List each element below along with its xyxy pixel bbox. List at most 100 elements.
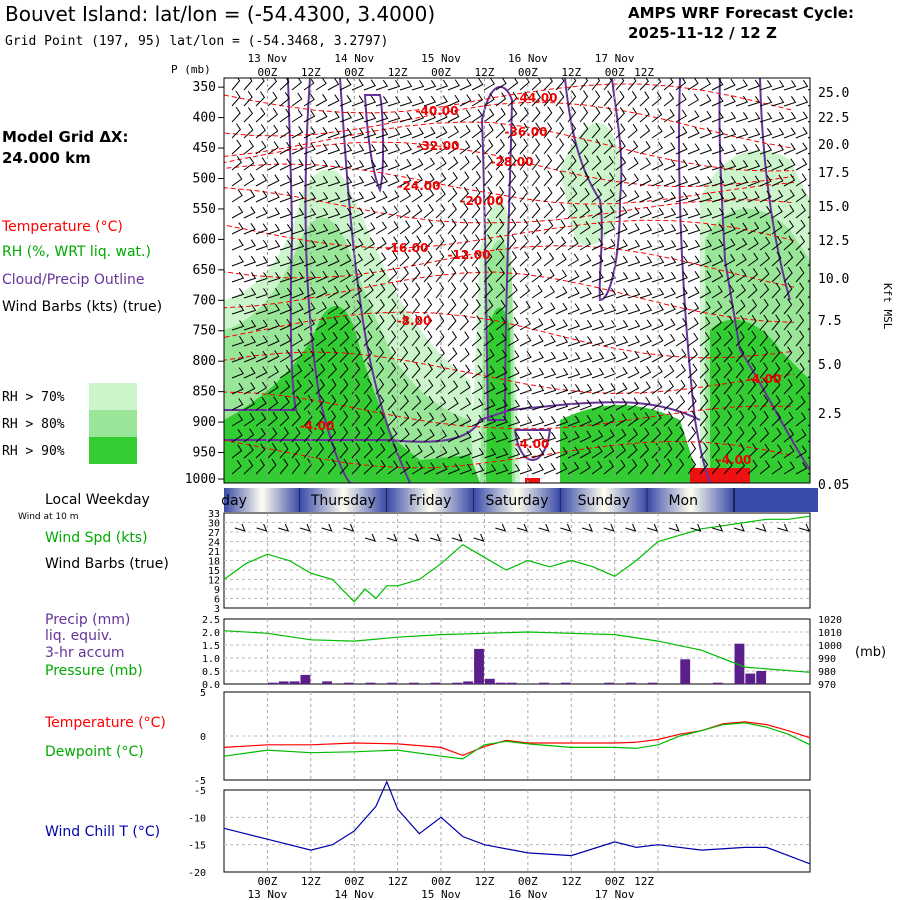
wind-barb [759, 410, 769, 427]
wind-chill-line [223, 780, 811, 865]
wind-barb [699, 458, 709, 475]
wind-barb [711, 160, 725, 171]
wind-barb [579, 415, 592, 427]
wind-barb [675, 78, 687, 91]
precip-bar [430, 682, 441, 684]
wind-speed-tick: 33 [208, 509, 220, 520]
wind-barb [531, 235, 542, 251]
wind-barb [699, 239, 712, 251]
wind-barb [291, 458, 301, 475]
wind-barb [651, 411, 662, 427]
wind-barb [795, 95, 809, 107]
wind-barb [255, 459, 265, 475]
surface-wind-barb [473, 533, 485, 542]
wind-barb [387, 174, 400, 187]
wind-barb [519, 416, 533, 427]
wind-barb [411, 362, 421, 379]
wind-barb [375, 410, 385, 427]
wind-barb [771, 298, 781, 315]
wind-barb [375, 159, 389, 171]
wind-barb [783, 127, 796, 139]
date-label: 15 Nov [421, 52, 461, 65]
wind-barb [531, 106, 541, 123]
wind-barb [795, 412, 807, 427]
wind-barb [555, 154, 565, 171]
precip-tick: 0.0 [202, 680, 220, 691]
precip-panel-frame [223, 618, 811, 685]
wind-barb [435, 379, 446, 395]
height-tick-label: 20.0 [818, 138, 849, 153]
wind-barb [795, 379, 806, 395]
wind-barb [339, 223, 352, 235]
surface-wind-barb [625, 523, 637, 532]
wind-barb [339, 300, 351, 315]
wind-barb [615, 139, 626, 155]
wind-barb [567, 78, 577, 91]
wind-barb [567, 384, 581, 395]
wind-barb [663, 442, 673, 459]
wind-barb [771, 394, 781, 411]
wind-barb [639, 256, 653, 267]
wind-barb [351, 331, 361, 347]
wind-barb [303, 426, 313, 443]
wind-barb [543, 463, 556, 475]
surface-wind-barb [777, 523, 789, 532]
wind-barb [687, 224, 701, 235]
wind-barb [339, 160, 353, 171]
wind-barb [531, 432, 545, 443]
wind-barb [291, 411, 301, 427]
wind-barb [243, 288, 257, 299]
wind-barb [435, 172, 447, 187]
wind-barb [315, 394, 325, 411]
wind-barb [315, 363, 326, 379]
wind-barb [579, 287, 592, 299]
wind-barb [351, 111, 365, 123]
precip-bar [484, 678, 495, 684]
wind-barb [231, 156, 242, 171]
wind-barb [687, 286, 700, 299]
wind-barb [315, 143, 328, 155]
wind-barb [399, 127, 413, 139]
temperature-contour-label: -28.00 [491, 155, 534, 169]
wind-barb [771, 143, 784, 155]
temperature-contour-label: -8.00 [397, 314, 432, 328]
wind-barb [591, 155, 602, 171]
wind-barb [747, 378, 757, 395]
wind-barb [603, 460, 614, 475]
wind-barb [687, 93, 700, 107]
wind-barb [267, 78, 278, 91]
wind-barb [555, 170, 565, 187]
wind-barb [543, 416, 557, 427]
wind-barb [759, 175, 772, 187]
wind-barb [327, 378, 337, 395]
wind-barb [699, 208, 713, 219]
wind-barb [771, 251, 782, 267]
wind-barb [723, 128, 737, 139]
weekday-label: Mon [668, 493, 698, 509]
surface-wind-barb [690, 523, 702, 532]
wind-barb [507, 251, 517, 267]
wind-barb [603, 383, 616, 395]
wind-barb [723, 378, 733, 395]
wind-barb [279, 287, 293, 299]
wind-barb [279, 141, 292, 155]
wind-barb [711, 176, 725, 187]
wind-barb [411, 96, 425, 107]
wind-barb [447, 397, 459, 411]
wind-barb [483, 431, 497, 443]
rh90-region [224, 306, 810, 483]
pressure-label: Pressure (mb) [45, 663, 143, 679]
wind-barb [603, 139, 614, 155]
wind-barb [303, 379, 314, 395]
wind-barb [651, 224, 665, 235]
wind-barb [555, 384, 569, 395]
wind-barb [303, 333, 315, 347]
wind-barb [555, 269, 568, 283]
wind-barb [771, 282, 781, 299]
wind-barb [255, 173, 268, 187]
wind-barb [747, 79, 761, 91]
wind-barb [291, 302, 304, 315]
wind-barb [231, 398, 244, 411]
wind-barb [231, 429, 243, 443]
wind-barb [351, 269, 363, 283]
